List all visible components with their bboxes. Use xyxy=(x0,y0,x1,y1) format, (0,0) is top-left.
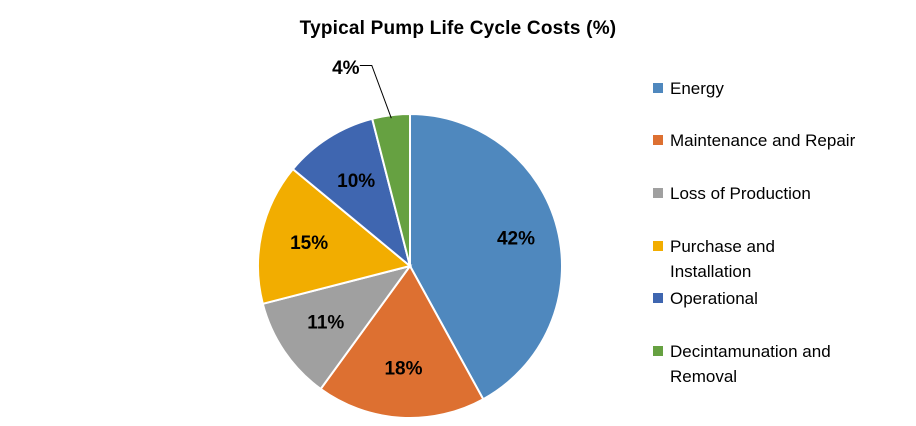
legend-label: Operational xyxy=(670,289,758,308)
label-leader-line xyxy=(359,65,392,119)
legend-swatch xyxy=(653,241,663,251)
legend-label: Energy xyxy=(670,79,724,98)
pie-slice-purchase-and-installation xyxy=(257,167,413,306)
legend-swatch xyxy=(653,83,663,93)
pie-slice-decintamunation-and-removal xyxy=(370,112,411,267)
data-label-maintenance-and-repair: 18% xyxy=(384,359,422,380)
pie-slice-energy xyxy=(409,112,563,401)
legend-label: Loss of Production xyxy=(670,184,811,203)
data-label-operational: 10% xyxy=(337,171,375,192)
legend-label: Decintamunation and Removal xyxy=(670,342,831,386)
pie-slice-loss-of-production xyxy=(261,264,413,391)
legend-swatch xyxy=(653,346,663,356)
data-label-loss-of-production: 11% xyxy=(307,313,344,334)
data-label-energy: 42% xyxy=(497,228,535,249)
legend-label: Maintenance and Repair xyxy=(670,131,856,150)
legend-label: Purchase and Installation xyxy=(670,237,775,281)
legend-swatch xyxy=(653,293,663,303)
pie-slice-maintenance-and-repair xyxy=(319,264,485,419)
data-label-purchase-and-installation: 15% xyxy=(290,233,328,254)
legend-swatch xyxy=(653,135,663,145)
legend-swatch xyxy=(653,188,663,198)
data-label-decintamunation-and-removal: 4% xyxy=(332,58,360,79)
chart-title: Typical Pump Life Cycle Costs (%) xyxy=(299,18,617,39)
